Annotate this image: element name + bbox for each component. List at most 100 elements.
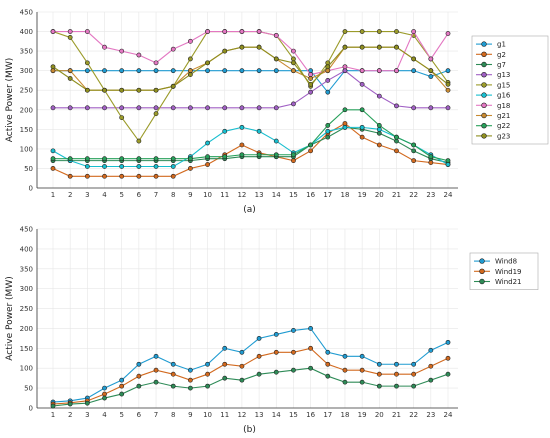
- data-point-Wind21: [342, 379, 348, 385]
- series-line-Wind8: [52, 327, 449, 403]
- x-tick-label: 17: [323, 191, 332, 199]
- data-point-Wind19: [153, 367, 159, 373]
- data-point-Wind19: [342, 367, 348, 373]
- x-tick-label: 3: [85, 411, 89, 419]
- x-tick-label: 20: [375, 191, 384, 199]
- data-point-g1: [428, 74, 434, 79]
- data-point-g15: [359, 29, 365, 34]
- x-tick-label: 10: [203, 191, 212, 199]
- y-tick-label: 150: [20, 345, 33, 353]
- y-axis-label: Active Power (MW): [5, 58, 15, 142]
- data-point-g1: [205, 68, 210, 74]
- data-point-g16: [170, 164, 176, 169]
- data-point-g2: [84, 173, 90, 179]
- legend-marker-Wind21: [479, 278, 485, 285]
- data-point-g22: [394, 134, 399, 140]
- data-point-g1: [256, 68, 262, 74]
- legend-label-g2: g2: [497, 51, 506, 59]
- data-point-g22: [428, 154, 434, 160]
- data-point-Wind8: [428, 347, 434, 353]
- x-tick-label: 19: [358, 411, 367, 419]
- data-point-g2: [205, 162, 210, 167]
- data-point-g1: [239, 68, 245, 74]
- data-point-g16: [84, 164, 90, 169]
- data-point-g13: [273, 105, 279, 111]
- data-point-g16: [445, 162, 451, 167]
- series-line-g2: [52, 122, 449, 177]
- data-point-g23: [411, 56, 417, 62]
- data-point-g13: [394, 103, 399, 109]
- data-point-g21: [325, 68, 331, 74]
- panel-caption: (b): [243, 425, 256, 434]
- y-axis-label: Active Power (MW): [5, 276, 15, 360]
- data-point-Wind8: [394, 361, 399, 367]
- data-point-Wind19: [308, 345, 314, 351]
- legend-marker-g7: [481, 61, 487, 68]
- series-g2: [50, 121, 451, 179]
- data-point-Wind8: [136, 361, 142, 367]
- data-point-Wind8: [119, 377, 125, 383]
- legend-label-Wind21: Wind21: [495, 278, 522, 286]
- data-point-g15: [376, 29, 382, 34]
- data-point-g23: [342, 44, 348, 50]
- data-point-g23: [222, 48, 228, 54]
- data-point-g23: [428, 68, 434, 74]
- data-point-Wind8: [342, 353, 348, 359]
- legend-marker-g2: [481, 51, 487, 57]
- data-point-g2: [187, 166, 193, 171]
- data-point-g13: [67, 105, 73, 111]
- data-point-Wind19: [222, 361, 228, 367]
- data-point-Wind19: [291, 349, 296, 355]
- x-tick-label: 20: [375, 411, 384, 419]
- data-point-g22: [102, 156, 107, 162]
- data-point-g18: [411, 29, 417, 34]
- y-tick-label: 50: [24, 385, 33, 393]
- data-point-g2: [308, 148, 314, 154]
- data-point-Wind21: [308, 365, 314, 371]
- x-tick-label: 22: [409, 191, 418, 199]
- legend-marker-g18: [481, 102, 487, 109]
- data-point-Wind8: [445, 339, 451, 345]
- data-point-Wind21: [67, 401, 73, 407]
- x-tick-label: 24: [444, 411, 453, 419]
- data-point-g16: [256, 128, 262, 134]
- data-point-g18: [84, 29, 90, 34]
- data-point-Wind19: [273, 349, 279, 355]
- x-tick-label: 10: [203, 411, 212, 419]
- x-tick-label: 13: [255, 191, 264, 199]
- data-point-g7: [325, 134, 331, 140]
- data-point-Wind21: [376, 383, 382, 389]
- data-point-Wind21: [187, 385, 193, 391]
- y-tick-label: 0: [29, 185, 33, 193]
- data-point-g23: [102, 87, 107, 93]
- data-point-Wind8: [187, 367, 193, 373]
- data-point-g22: [153, 156, 159, 162]
- x-tick-label: 13: [255, 411, 264, 419]
- data-point-g22: [256, 152, 262, 158]
- series-line-Wind21: [52, 367, 449, 407]
- x-tick-label: 12: [237, 411, 246, 419]
- data-point-g15: [291, 56, 296, 62]
- data-point-g2: [119, 173, 125, 179]
- series-line-g13: [53, 70, 448, 109]
- data-point-g23: [119, 87, 125, 93]
- x-tick-label: 2: [68, 191, 72, 199]
- data-point-g22: [222, 154, 228, 160]
- series-line-g1: [53, 70, 449, 94]
- data-point-g22: [119, 156, 125, 162]
- x-tick-label: 24: [444, 191, 453, 199]
- legend-marker-g23: [481, 133, 487, 139]
- x-tick-label: 3: [85, 191, 89, 199]
- data-point-Wind19: [428, 363, 434, 369]
- data-point-g2: [67, 173, 73, 179]
- x-tick-label: 7: [154, 411, 158, 419]
- y-tick-label: 100: [20, 365, 33, 373]
- data-point-Wind19: [102, 391, 107, 397]
- data-point-g16: [205, 140, 210, 146]
- data-point-g23: [136, 87, 142, 93]
- data-point-Wind8: [170, 361, 176, 367]
- data-point-g1: [325, 89, 331, 95]
- data-point-g22: [308, 142, 314, 148]
